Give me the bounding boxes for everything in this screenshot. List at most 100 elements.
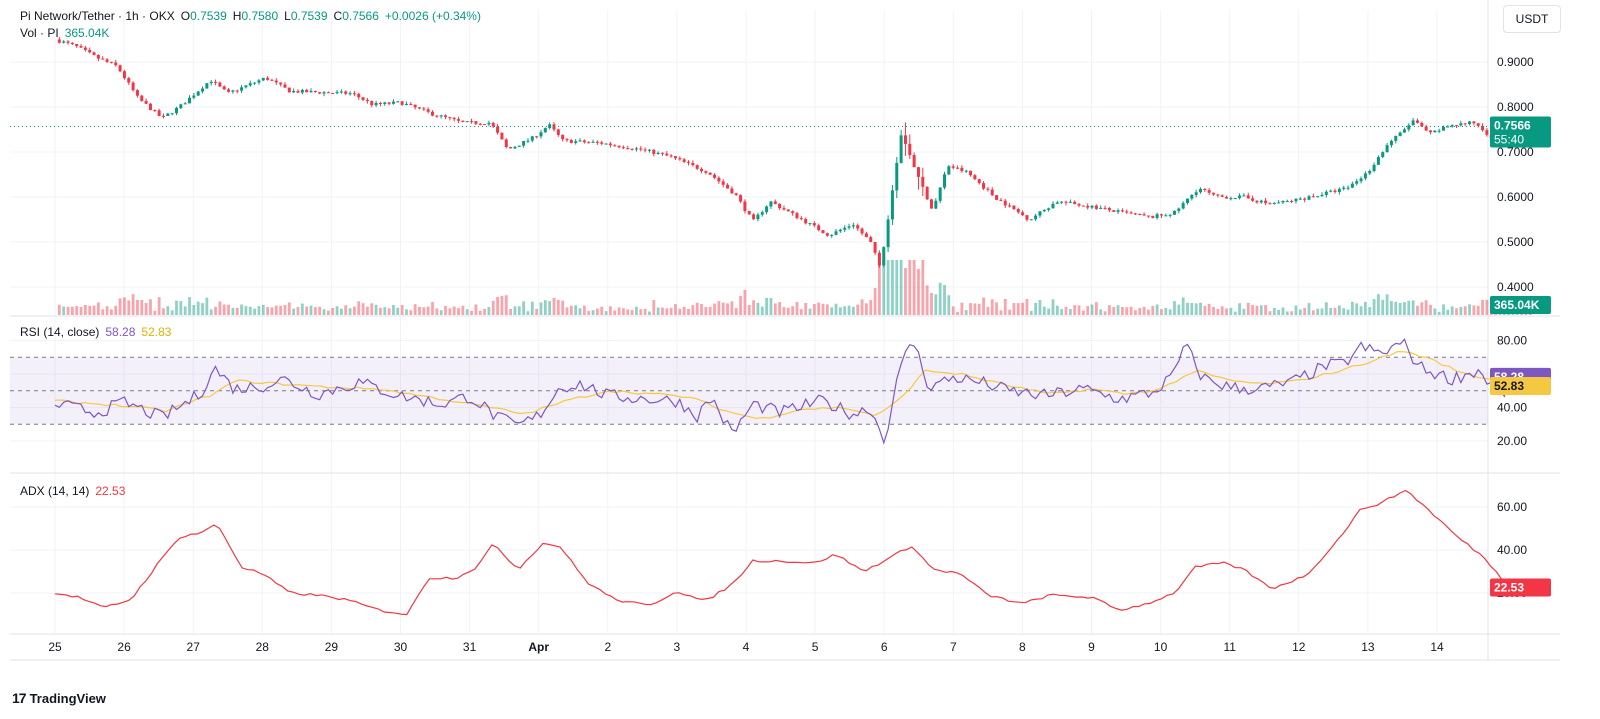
candle-body[interactable] (1329, 190, 1333, 192)
candle-body[interactable] (135, 90, 139, 96)
candle-body[interactable] (1068, 201, 1072, 203)
candle-body[interactable] (743, 201, 747, 211)
candle-body[interactable] (118, 65, 122, 72)
candle-body[interactable] (79, 46, 83, 48)
candle-body[interactable] (825, 233, 829, 236)
candle-body[interactable] (62, 41, 66, 43)
candle-body[interactable] (1008, 205, 1012, 207)
candle-body[interactable] (539, 132, 543, 137)
candle-body[interactable] (417, 107, 421, 109)
candle-body[interactable] (1372, 164, 1376, 171)
candle-body[interactable] (1281, 201, 1285, 203)
candle-body[interactable] (791, 211, 795, 214)
candle-body[interactable] (1073, 201, 1077, 205)
candle-body[interactable] (1251, 198, 1255, 201)
candle-body[interactable] (92, 52, 96, 55)
candle-body[interactable] (799, 218, 803, 220)
candle-body[interactable] (890, 190, 894, 220)
candle-body[interactable] (691, 162, 695, 166)
candle-body[interactable] (183, 103, 187, 105)
candle-body[interactable] (882, 247, 886, 266)
candle-body[interactable] (721, 181, 725, 185)
candle-body[interactable] (838, 229, 842, 232)
candle-body[interactable] (574, 141, 578, 143)
candle-body[interactable] (604, 143, 608, 145)
candle-body[interactable] (1463, 123, 1467, 125)
candle-body[interactable] (713, 174, 717, 178)
candle-body[interactable] (934, 200, 938, 209)
candle-body[interactable] (964, 170, 968, 172)
candle-body[interactable] (166, 113, 170, 116)
candle-body[interactable] (235, 90, 239, 92)
candle-body[interactable] (1277, 202, 1281, 204)
candle-body[interactable] (812, 223, 816, 226)
candle-body[interactable] (1034, 215, 1038, 220)
tradingview-logo[interactable]: 17 TradingView (12, 690, 106, 706)
candle-body[interactable] (1303, 198, 1307, 200)
candle-body[interactable] (101, 58, 105, 60)
currency-button[interactable]: USDT (1503, 5, 1561, 33)
candle-body[interactable] (378, 102, 382, 105)
candle-body[interactable] (114, 62, 118, 66)
candle-body[interactable] (1081, 205, 1085, 207)
candle-body[interactable] (517, 145, 521, 147)
candle-body[interactable] (179, 104, 183, 109)
candle-body[interactable] (877, 252, 881, 266)
candle-body[interactable] (929, 199, 933, 209)
candle-body[interactable] (1203, 188, 1207, 191)
candle-body[interactable] (960, 167, 964, 171)
candle-body[interactable] (1398, 132, 1402, 136)
candle-body[interactable] (1485, 130, 1489, 135)
candle-body[interactable] (1376, 157, 1380, 165)
candle-body[interactable] (487, 122, 491, 125)
candle-body[interactable] (730, 188, 734, 194)
candle-body[interactable] (1368, 170, 1372, 174)
candle-body[interactable] (990, 189, 994, 196)
candle-body[interactable] (526, 140, 530, 142)
candle-body[interactable] (916, 167, 920, 177)
candle-body[interactable] (535, 136, 539, 138)
candle-body[interactable] (613, 145, 617, 147)
candle-body[interactable] (1424, 126, 1428, 131)
candle-body[interactable] (1138, 214, 1142, 216)
candle-body[interactable] (1238, 195, 1242, 199)
candle-body[interactable] (109, 61, 113, 63)
candle-body[interactable] (513, 146, 517, 149)
candle-body[interactable] (1346, 187, 1350, 189)
candle-body[interactable] (283, 84, 287, 88)
candle-body[interactable] (1455, 125, 1459, 127)
candle-body[interactable] (253, 82, 257, 84)
candle-body[interactable] (1316, 196, 1320, 198)
candle-body[interactable] (331, 92, 335, 94)
candle-body[interactable] (1320, 194, 1324, 197)
candle-body[interactable] (817, 225, 821, 231)
candle-body[interactable] (864, 233, 868, 238)
candle-body[interactable] (348, 93, 352, 95)
candle-body[interactable] (1446, 126, 1450, 128)
candle-body[interactable] (860, 228, 864, 234)
candle-body[interactable] (231, 90, 235, 92)
candle-body[interactable] (1042, 209, 1046, 212)
candle-body[interactable] (374, 102, 378, 106)
candle-body[interactable] (153, 110, 157, 112)
candle-body[interactable] (943, 174, 947, 188)
candle-body[interactable] (227, 89, 231, 92)
candle-body[interactable] (413, 104, 417, 108)
candle-body[interactable] (448, 117, 452, 119)
candle-body[interactable] (1060, 201, 1064, 203)
candle-body[interactable] (461, 120, 465, 122)
candle-body[interactable] (470, 121, 474, 123)
candle-body[interactable] (951, 166, 955, 168)
candle-body[interactable] (1311, 196, 1315, 198)
candle-body[interactable] (734, 193, 738, 196)
candle-body[interactable] (1402, 129, 1406, 133)
candle-body[interactable] (569, 139, 573, 143)
candle-body[interactable] (617, 145, 621, 148)
candle-body[interactable] (1133, 213, 1137, 215)
candle-body[interactable] (895, 162, 899, 191)
candle-body[interactable] (977, 179, 981, 184)
candle-body[interactable] (157, 110, 161, 116)
candle-body[interactable] (869, 237, 873, 243)
candle-body[interactable] (947, 166, 951, 175)
candle-body[interactable] (795, 213, 799, 219)
